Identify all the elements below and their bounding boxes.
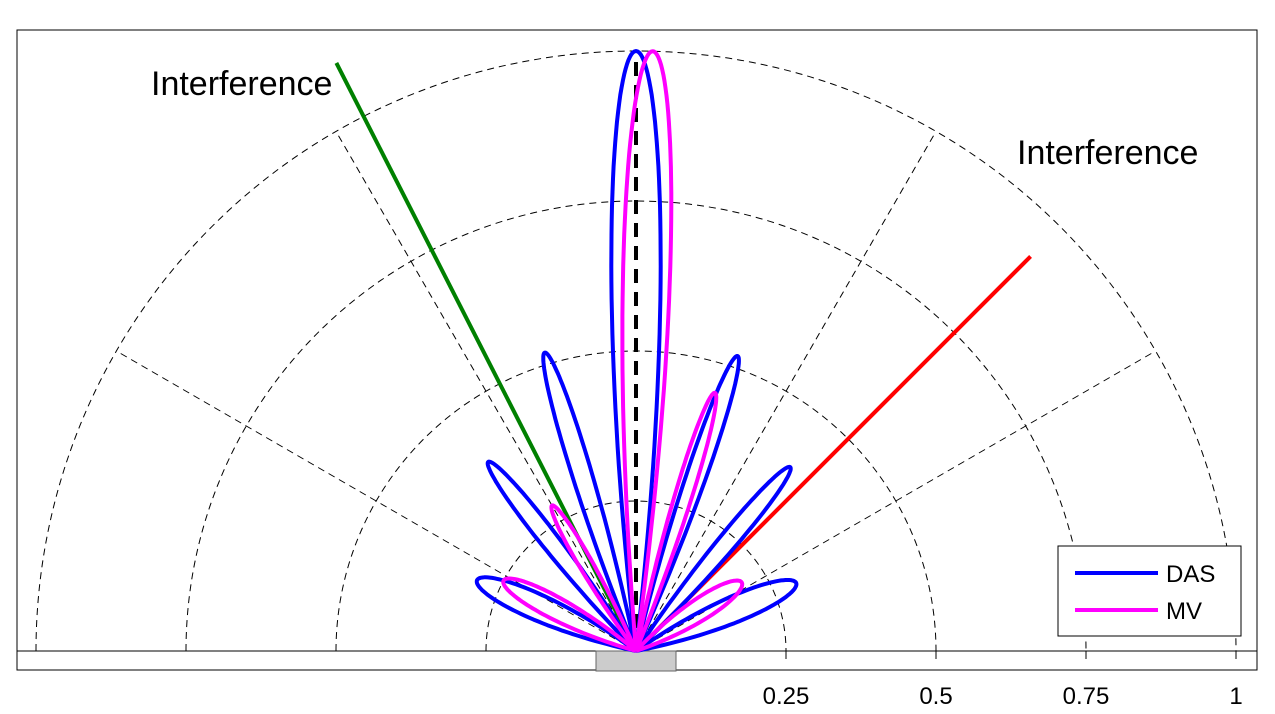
beam-patterns	[474, 49, 799, 653]
grid-spoke	[335, 131, 637, 652]
mv-lobe	[501, 576, 638, 653]
tick-label: 1	[1229, 683, 1242, 710]
tick-label: 0.75	[1063, 683, 1110, 710]
das-lobe	[634, 464, 793, 653]
legend-label-mv: MV	[1166, 598, 1202, 625]
das-lobe	[541, 350, 638, 652]
array-aperture	[595, 650, 677, 672]
radial-ticks: 0.25 0.5 0.75 1	[763, 651, 1243, 710]
das-lobe	[634, 578, 799, 653]
das-lobe	[634, 354, 741, 652]
mv-lobe	[620, 49, 674, 652]
grid-spoke	[635, 131, 937, 652]
mv-lobe	[634, 390, 719, 652]
mv-lobe	[634, 578, 745, 653]
mv-lobe	[549, 503, 638, 653]
das-lobe	[474, 575, 638, 653]
grid-arc	[185, 200, 1087, 652]
legend-box	[1057, 545, 1242, 637]
legend-label-das: DAS	[1166, 561, 1215, 588]
tick-label: 0.5	[919, 683, 952, 710]
tick-label: 0.25	[763, 683, 810, 710]
legend: DAS MV	[1057, 545, 1242, 637]
das-lobe	[609, 49, 663, 652]
grid-spoke	[116, 350, 637, 652]
interference-label-left: Interference	[151, 65, 332, 103]
interference-label-right: Interference	[1017, 134, 1198, 172]
